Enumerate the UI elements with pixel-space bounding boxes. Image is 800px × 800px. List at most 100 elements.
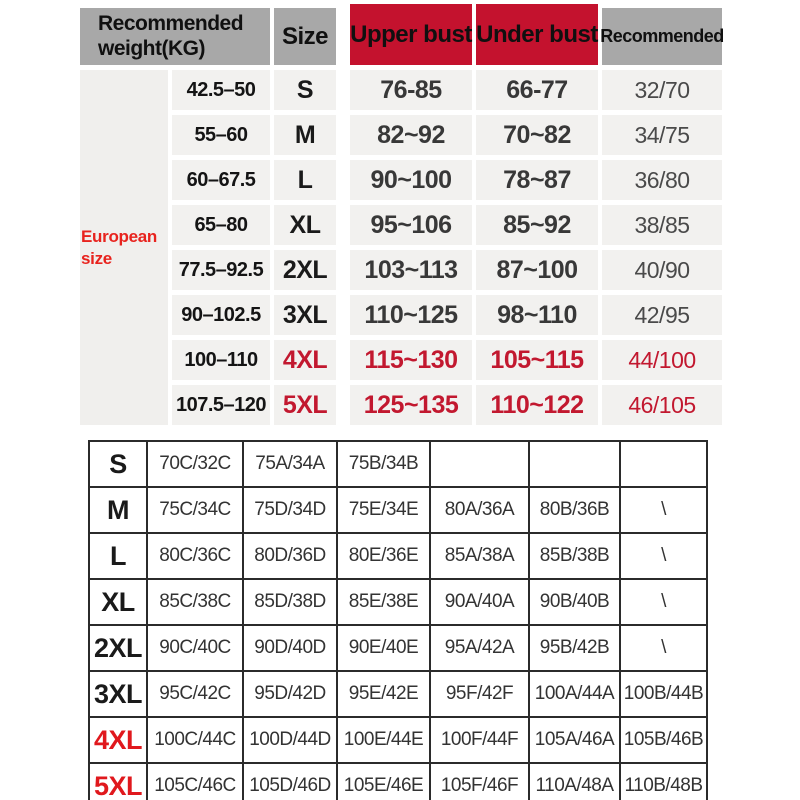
cup-size-row-label: 2XL — [88, 624, 148, 672]
weight-cell: 107.5–120 — [172, 385, 270, 425]
size-cell: 4XL — [274, 340, 336, 380]
cup-size-cell: 70C/32C — [146, 440, 244, 488]
cup-size-cell: 105B/46B — [619, 716, 708, 764]
cup-size-cell: 75A/34A — [242, 440, 338, 488]
recommended-cell: 36/80 — [602, 160, 722, 200]
recommended-cell: 44/100 — [602, 340, 722, 380]
cup-size-cell: 80C/36C — [146, 532, 244, 580]
cup-size-cell: 100D/44D — [242, 716, 338, 764]
cup-size-row-label: S — [88, 440, 148, 488]
cup-size-cell: 95E/42E — [336, 670, 431, 718]
size-cell: 2XL — [274, 250, 336, 290]
cup-size-cell: 90E/40E — [336, 624, 431, 672]
cup-size-row-L: L 80C/36C 80D/36D 80E/36E 85A/38A 85B/38B \ — [88, 532, 708, 580]
size-guide-header-row: Recommended weight(KG) Size Upper bust U… — [80, 4, 724, 65]
cup-size-cell — [528, 440, 621, 488]
under-bust-cell: 110~122 — [476, 385, 598, 425]
size-guide-row-3XL: 90–102.5 3XL 110~125 98~110 42/95 — [80, 295, 722, 335]
under-bust-cell: 78~87 — [476, 160, 598, 200]
cup-size-row-label: 4XL — [88, 716, 148, 764]
upper-bust-cell: 82~92 — [350, 115, 472, 155]
weight-cell: 55–60 — [172, 115, 270, 155]
cup-size-cell: 105E/46E — [336, 762, 431, 800]
cup-size-cell: \ — [619, 578, 708, 626]
under-bust-cell: 70~82 — [476, 115, 598, 155]
cup-size-cell: 90A/40A — [429, 578, 530, 626]
size-guide-row-2XL: 77.5–92.5 2XL 103~113 87~100 40/90 — [80, 250, 722, 290]
cup-size-cell: 75B/34B — [336, 440, 431, 488]
size-guide-row-S: 42.5–50 S 76-85 66-77 32/70 — [80, 70, 722, 110]
size-guide-row-5XL: 107.5–120 5XL 125~135 110~122 46/105 — [80, 385, 722, 425]
cup-size-cell: 90B/40B — [528, 578, 621, 626]
recommended-cell: 38/85 — [602, 205, 722, 245]
size-cell: S — [274, 70, 336, 110]
cup-size-cell: \ — [619, 532, 708, 580]
upper-bust-cell: 95~106 — [350, 205, 472, 245]
cup-size-cell: 75D/34D — [242, 486, 338, 534]
recommended-cell: 46/105 — [602, 385, 722, 425]
cup-size-cell: 80D/36D — [242, 532, 338, 580]
upper-bust-header: Upper bust — [350, 4, 472, 65]
under-bust-header: Under bust — [476, 4, 598, 65]
weight-cell: 65–80 — [172, 205, 270, 245]
cup-size-row-label: XL — [88, 578, 148, 626]
size-guide-rows: 42.5–50 S 76-85 66-77 32/70 55–60 M 82~92 70~82 3… — [80, 70, 722, 425]
cup-size-cell: 100C/44C — [146, 716, 244, 764]
cup-size-row-XL: XL 85C/38C 85D/38D 85E/38E 90A/40A 90B/40B \ — [88, 578, 708, 626]
size-guide-row-4XL: 100–110 4XL 115~130 105~115 44/100 — [80, 340, 722, 380]
upper-bust-cell: 103~113 — [350, 250, 472, 290]
cup-size-row-label: M — [88, 486, 148, 534]
upper-bust-cell: 76-85 — [350, 70, 472, 110]
cup-size-cell: 75C/34C — [146, 486, 244, 534]
cup-size-cell: 95F/42F — [429, 670, 530, 718]
cup-size-row-label: 3XL — [88, 670, 148, 718]
cup-size-cell: 85B/38B — [528, 532, 621, 580]
weight-cell: 90–102.5 — [172, 295, 270, 335]
cup-size-cell: 110B/48B — [619, 762, 708, 800]
cup-size-cell: 80E/36E — [336, 532, 431, 580]
cup-size-cell: 100B/44B — [619, 670, 708, 718]
weight-cell: 60–67.5 — [172, 160, 270, 200]
size-guide-table: Recommended weight(KG) Size Upper bust U… — [80, 4, 724, 425]
cup-size-row-4XL: 4XL 100C/44C 100D/44D 100E/44E 100F/44F 105A/… — [88, 716, 708, 764]
cup-size-cell — [429, 440, 530, 488]
cup-size-cell: 85C/38C — [146, 578, 244, 626]
recommended-header: Recommended — [600, 8, 724, 65]
cup-size-cell: 80A/36A — [429, 486, 530, 534]
cup-size-cell: 75E/34E — [336, 486, 431, 534]
cup-size-cell: 85A/38A — [429, 532, 530, 580]
size-cell: XL — [274, 205, 336, 245]
cup-size-cell: 95C/42C — [146, 670, 244, 718]
cup-size-cell: 90C/40C — [146, 624, 244, 672]
weight-cell: 100–110 — [172, 340, 270, 380]
cup-size-cell: 85E/38E — [336, 578, 431, 626]
recommended-cell: 32/70 — [602, 70, 722, 110]
cup-size-cell: 100A/44A — [528, 670, 621, 718]
cup-size-cell: 105D/46D — [242, 762, 338, 800]
cup-size-cell: 100E/44E — [336, 716, 431, 764]
under-bust-cell: 87~100 — [476, 250, 598, 290]
cup-size-cell: 95A/42A — [429, 624, 530, 672]
cup-size-cell: 105F/46F — [429, 762, 530, 800]
size-cell: M — [274, 115, 336, 155]
under-bust-cell: 85~92 — [476, 205, 598, 245]
size-guide-row-M: 55–60 M 82~92 70~82 34/75 — [80, 115, 722, 155]
cup-size-cell: 85D/38D — [242, 578, 338, 626]
size-cell: 5XL — [274, 385, 336, 425]
european-size-label: European size — [81, 227, 158, 268]
cup-size-rows: S 70C/32C 75A/34A 75B/34B M 75C/34C 75D/34D 75E… — [88, 440, 708, 800]
weight-cell: 42.5–50 — [172, 70, 270, 110]
cup-size-cell — [619, 440, 708, 488]
cup-size-row-label: 5XL — [88, 762, 148, 800]
recommended-cell: 34/75 — [602, 115, 722, 155]
recommended-cell: 42/95 — [602, 295, 722, 335]
under-bust-cell: 66-77 — [476, 70, 598, 110]
weight-cell: 77.5–92.5 — [172, 250, 270, 290]
size-guide-body: European size 42.5–50 S 76-85 66-77 32/70 55–… — [80, 70, 722, 425]
cup-size-cell: 100F/44F — [429, 716, 530, 764]
size-guide-row-L: 60–67.5 L 90~100 78~87 36/80 — [80, 160, 722, 200]
cup-size-table: S 70C/32C 75A/34A 75B/34B M 75C/34C 75D/34D 75E… — [88, 440, 708, 800]
cup-size-cell: 90D/40D — [242, 624, 338, 672]
cup-size-cell: 95D/42D — [242, 670, 338, 718]
